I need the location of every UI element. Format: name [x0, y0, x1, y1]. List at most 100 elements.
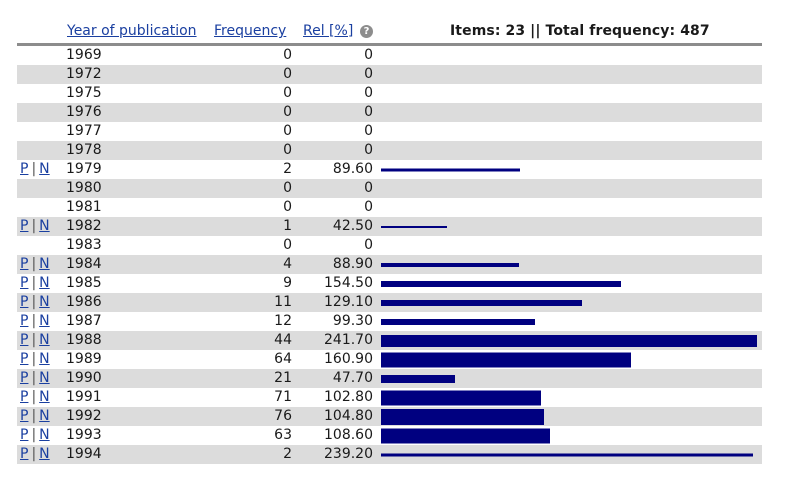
year-cell: 1978: [66, 142, 102, 158]
positive-link[interactable]: P: [20, 351, 29, 367]
year-cell: 1986: [66, 294, 102, 310]
year-cell: 1976: [66, 104, 102, 120]
rel-cell: 42.50: [332, 218, 373, 234]
negative-link[interactable]: N: [39, 275, 50, 291]
row-links: P | N: [20, 331, 50, 350]
frequency-cell: 4: [283, 256, 292, 272]
year-cell: 1979: [66, 161, 102, 177]
table-row: 1976 0 0: [17, 103, 762, 122]
rel-cell: 89.60: [332, 161, 373, 177]
rel-cell: 239.20: [324, 446, 373, 462]
positive-link[interactable]: P: [20, 370, 29, 386]
year-cell: 1984: [66, 256, 102, 272]
year-cell: 1989: [66, 351, 102, 367]
sort-frequency-link[interactable]: Frequency: [214, 23, 287, 39]
negative-link[interactable]: N: [39, 351, 50, 367]
items-summary: Items: 23 || Total frequency: 487: [450, 23, 710, 39]
frequency-cell: 0: [283, 199, 292, 215]
year-cell: 1980: [66, 180, 102, 196]
year-cell: 1994: [66, 446, 102, 462]
table-row: 1981 0 0: [17, 198, 762, 217]
negative-link[interactable]: N: [39, 427, 50, 443]
rel-bar: [381, 352, 631, 367]
frequency-cell: 2: [283, 446, 292, 462]
negative-link[interactable]: N: [39, 332, 50, 348]
negative-link[interactable]: N: [39, 446, 50, 462]
frequency-table: Year of publication Frequency Rel [%] ? …: [17, 20, 762, 464]
positive-link[interactable]: P: [20, 218, 29, 234]
help-icon[interactable]: ?: [360, 25, 373, 38]
table-row: P | N 1991 71 102.80: [17, 388, 762, 407]
frequency-cell: 2: [283, 161, 292, 177]
year-cell: 1977: [66, 123, 102, 139]
link-separator: |: [31, 332, 37, 348]
rel-bar: [381, 334, 757, 347]
rel-cell: 0: [364, 123, 373, 139]
table-row: P | N 1990 21 47.70: [17, 369, 762, 388]
positive-link[interactable]: P: [20, 313, 29, 329]
positive-link[interactable]: P: [20, 256, 29, 272]
negative-link[interactable]: N: [39, 313, 50, 329]
rel-cell: 129.10: [324, 294, 373, 310]
rel-bar: [381, 299, 582, 306]
negative-link[interactable]: N: [39, 408, 50, 424]
table-row: P | N 1989 64 160.90: [17, 350, 762, 369]
year-cell: 1975: [66, 85, 102, 101]
positive-link[interactable]: P: [20, 332, 29, 348]
year-cell: 1987: [66, 313, 102, 329]
link-separator: |: [31, 313, 37, 329]
rel-cell: 0: [364, 180, 373, 196]
row-links: P | N: [20, 274, 50, 293]
negative-link[interactable]: N: [39, 256, 50, 272]
positive-link[interactable]: P: [20, 294, 29, 310]
frequency-cell: 44: [274, 332, 292, 348]
year-cell: 1969: [66, 47, 102, 63]
negative-link[interactable]: N: [39, 389, 50, 405]
rel-bar: [381, 225, 447, 228]
positive-link[interactable]: P: [20, 446, 29, 462]
rel-bar: [381, 374, 455, 383]
sort-rel-link[interactable]: Rel [%]: [303, 23, 354, 39]
row-links: P | N: [20, 407, 50, 426]
negative-link[interactable]: N: [39, 218, 50, 234]
frequency-cell: 64: [274, 351, 292, 367]
row-links: P | N: [20, 369, 50, 388]
link-separator: |: [31, 161, 37, 177]
frequency-cell: 0: [283, 85, 292, 101]
frequency-cell: 12: [274, 313, 292, 329]
frequency-cell: 0: [283, 180, 292, 196]
rel-cell: 104.80: [324, 408, 373, 424]
negative-link[interactable]: N: [39, 294, 50, 310]
positive-link[interactable]: P: [20, 408, 29, 424]
rel-bar: [381, 408, 544, 425]
positive-link[interactable]: P: [20, 389, 29, 405]
negative-link[interactable]: N: [39, 161, 50, 177]
positive-link[interactable]: P: [20, 427, 29, 443]
year-cell: 1982: [66, 218, 102, 234]
row-links: P | N: [20, 426, 50, 445]
row-links: P | N: [20, 445, 50, 464]
sort-year-link[interactable]: Year of publication: [67, 23, 197, 39]
rel-bar: [381, 390, 541, 405]
positive-link[interactable]: P: [20, 275, 29, 291]
rel-cell: 241.70: [324, 332, 373, 348]
table-body: 1969 0 0 1972 0 0 1975 0 0 1976 0 0 1977 0 0 1978 0 0 P | N 1…: [17, 46, 762, 464]
rel-cell: 154.50: [324, 275, 373, 291]
link-separator: |: [31, 275, 37, 291]
frequency-cell: 0: [283, 123, 292, 139]
frequency-cell: 0: [283, 142, 292, 158]
table-row: 1972 0 0: [17, 65, 762, 84]
rel-cell: 160.90: [324, 351, 373, 367]
table-row: P | N 1993 63 108.60: [17, 426, 762, 445]
table-row: P | N 1988 44 241.70: [17, 331, 762, 350]
link-separator: |: [31, 294, 37, 310]
rel-bar: [381, 280, 621, 287]
row-links: P | N: [20, 255, 50, 274]
table-row: 1978 0 0: [17, 141, 762, 160]
table-row: 1975 0 0: [17, 84, 762, 103]
negative-link[interactable]: N: [39, 370, 50, 386]
rel-cell: 108.60: [324, 427, 373, 443]
rel-cell: 0: [364, 142, 373, 158]
rel-bar: [381, 168, 520, 171]
positive-link[interactable]: P: [20, 161, 29, 177]
